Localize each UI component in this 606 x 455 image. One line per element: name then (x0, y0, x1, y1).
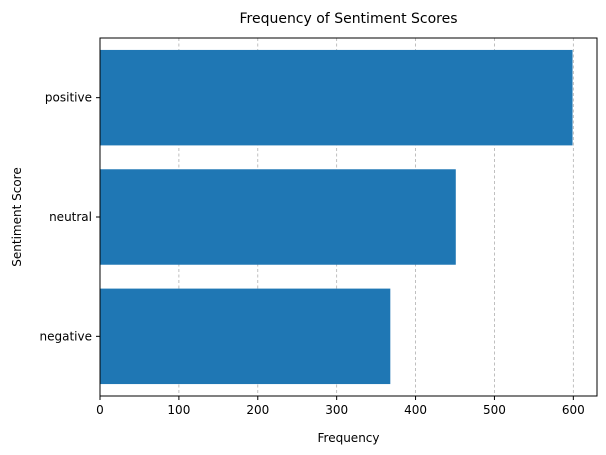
x-tick-label: 200 (246, 403, 269, 417)
x-tick-label: 500 (483, 403, 506, 417)
bar-positive (100, 49, 573, 146)
x-tick-label: 600 (562, 403, 585, 417)
y-axis-label: Sentiment Score (10, 167, 24, 266)
x-axis-label: Frequency (318, 431, 380, 445)
x-tick-label: 300 (325, 403, 348, 417)
x-tick-label: 0 (96, 403, 104, 417)
bars (100, 49, 573, 385)
chart-title: Frequency of Sentiment Scores (239, 11, 457, 27)
y-tick-label: neutral (49, 210, 92, 224)
y-tick-label: negative (40, 329, 92, 343)
x-tick-label: 400 (404, 403, 427, 417)
bar-negative (100, 288, 391, 385)
x-axis-ticks: 0 100 200 300 400 500 600 (96, 396, 585, 417)
bar-neutral (100, 169, 456, 265)
x-tick-label: 100 (167, 403, 190, 417)
y-axis-ticks: negative neutral positive (40, 91, 100, 343)
y-tick-label: positive (45, 91, 92, 105)
